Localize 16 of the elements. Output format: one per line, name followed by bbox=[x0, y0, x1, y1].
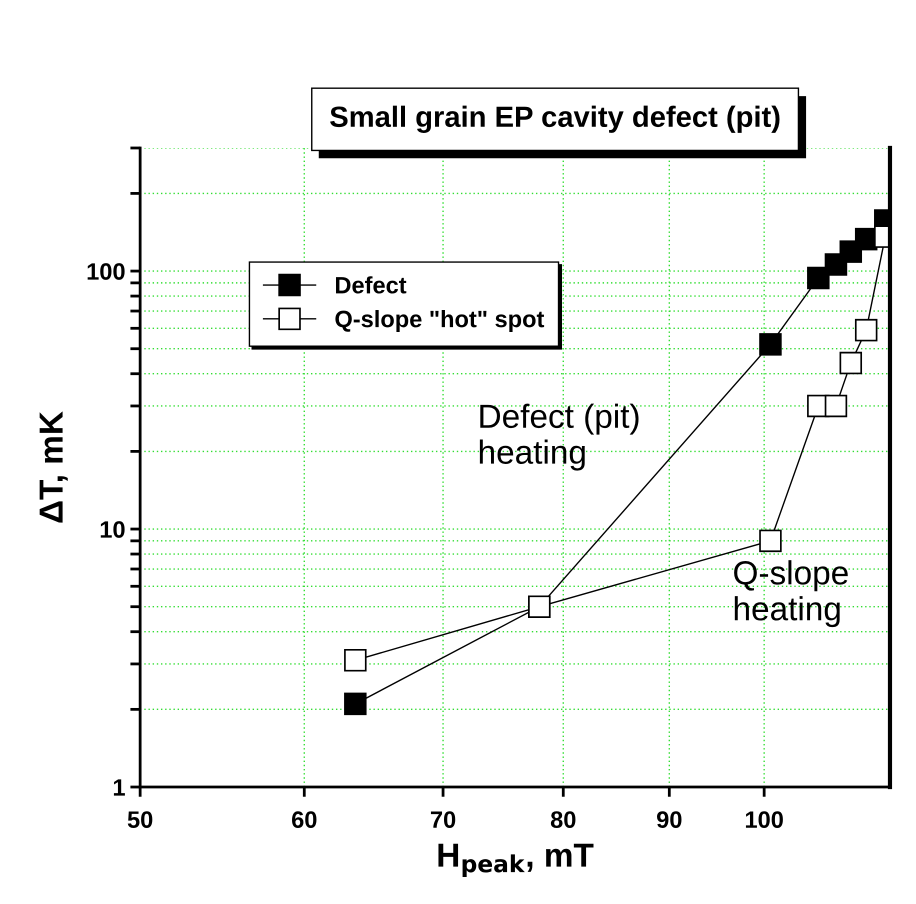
annotation: Defect (pit) heating bbox=[480, 404, 639, 471]
chart-title: Small grain EP cavity defect (pit) bbox=[330, 106, 780, 133]
y-tick-label: 100 bbox=[88, 263, 125, 280]
y-axis-title: ΔT, mK bbox=[40, 411, 68, 523]
x-tick-label: 100 bbox=[746, 811, 783, 828]
y-tick-label: 10 bbox=[100, 521, 125, 538]
x-tick-label: 80 bbox=[550, 811, 576, 828]
legend-label: Q-slope "hot" spot bbox=[335, 310, 544, 332]
x-axis-title: H$_{peak}$, mT bbox=[438, 844, 594, 878]
x-tick-label: 50 bbox=[128, 811, 152, 828]
x-tick-label: 60 bbox=[292, 811, 316, 828]
x-tick-label: 70 bbox=[430, 811, 456, 828]
y-tick-label: 1 bbox=[114, 779, 125, 796]
legend-label: Defect bbox=[336, 276, 406, 294]
annotation: Q-slope heating bbox=[734, 560, 848, 628]
x-tick-label: 90 bbox=[657, 811, 682, 828]
